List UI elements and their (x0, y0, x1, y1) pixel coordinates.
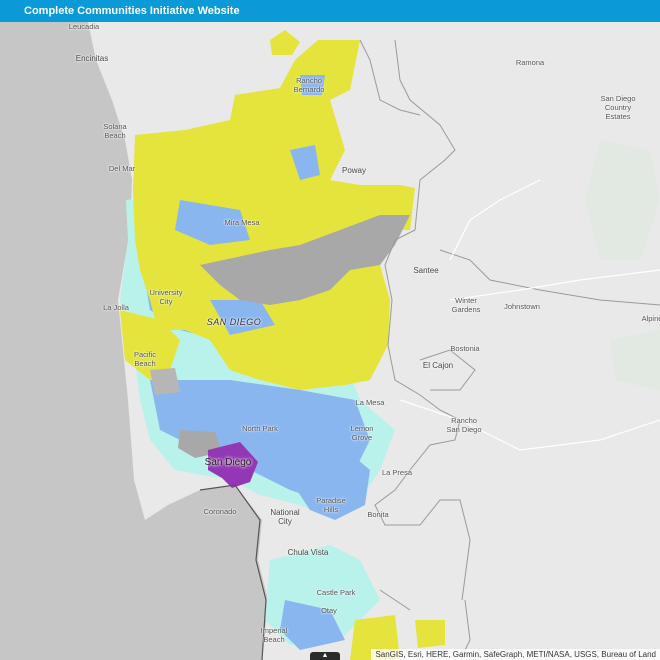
place-label: North Park (242, 424, 278, 433)
place-label: Ramona (515, 58, 545, 67)
place-label: Johnstown (504, 302, 540, 311)
place-label: Winter Gardens (451, 296, 481, 314)
region-label: SAN DIEGO (206, 317, 262, 327)
place-label: Encinitas (75, 54, 109, 63)
place-label: Rancho Bernardo (293, 76, 325, 94)
blue-zone (290, 440, 370, 520)
app-title-bar: Complete Communities Initiative Website (0, 0, 660, 22)
place-label: National City (270, 508, 300, 526)
roads (399, 179, 660, 451)
blue-zone (175, 200, 250, 245)
place-label: La Jolla (103, 303, 129, 312)
place-label: Santee (413, 266, 439, 275)
place-label: Del Mar (108, 164, 136, 173)
place-label: Coronado (203, 507, 237, 516)
place-label: Mira Mesa (224, 218, 260, 227)
gray-zone (200, 215, 410, 305)
place-label: Bonita (367, 510, 389, 519)
place-label: Otay (321, 606, 337, 615)
place-label: Leucadia (68, 22, 100, 31)
yellow-zone (120, 310, 180, 380)
place-label: Castle Park (316, 588, 356, 597)
place-label: Chula Vista (287, 548, 329, 557)
place-label: La Presa (381, 468, 413, 477)
place-label: El Cajon (422, 361, 454, 370)
place-label-san-diego: San Diego (204, 457, 252, 468)
gray-zone (150, 368, 180, 395)
legend-toggle-button[interactable]: ▲ (310, 652, 340, 660)
blue-zone (210, 300, 275, 335)
app-title: Complete Communities Initiative Website (24, 5, 240, 17)
place-label: Solana Beach (103, 122, 127, 140)
purple-zone (208, 442, 258, 488)
place-label: Lemon Grove (350, 424, 374, 442)
place-label: Rancho San Diego (446, 416, 482, 434)
place-label: La Mesa (355, 398, 385, 407)
park-area (610, 330, 660, 390)
place-label: Bostonia (450, 344, 480, 353)
place-label: University City (149, 288, 183, 306)
chevron-up-icon: ▲ (321, 652, 329, 659)
yellow-zone (270, 30, 300, 55)
place-label: Poway (341, 166, 367, 175)
place-label: San Diego Country Estates (600, 94, 636, 121)
place-label: Alpine (641, 314, 660, 323)
blue-zone (290, 145, 320, 180)
blue-zone (300, 75, 325, 95)
map-view[interactable]: Leucadia Encinitas Ramona Rancho Bernard… (0, 22, 660, 660)
yellow-zone (415, 620, 445, 648)
park-area (585, 140, 660, 260)
county-lines (199, 484, 267, 660)
yellow-zone (350, 615, 400, 660)
blue-zone (280, 600, 345, 650)
place-label: Pacific Beach (133, 350, 157, 368)
place-label: Imperial Beach (260, 626, 288, 644)
yellow-zone (133, 40, 415, 390)
map-attribution: SanGIS, Esri, HERE, Garmin, SafeGraph, M… (371, 649, 660, 660)
map-canvas[interactable] (0, 22, 660, 660)
ocean (0, 22, 268, 660)
place-label: Paradise Hills (316, 496, 346, 514)
